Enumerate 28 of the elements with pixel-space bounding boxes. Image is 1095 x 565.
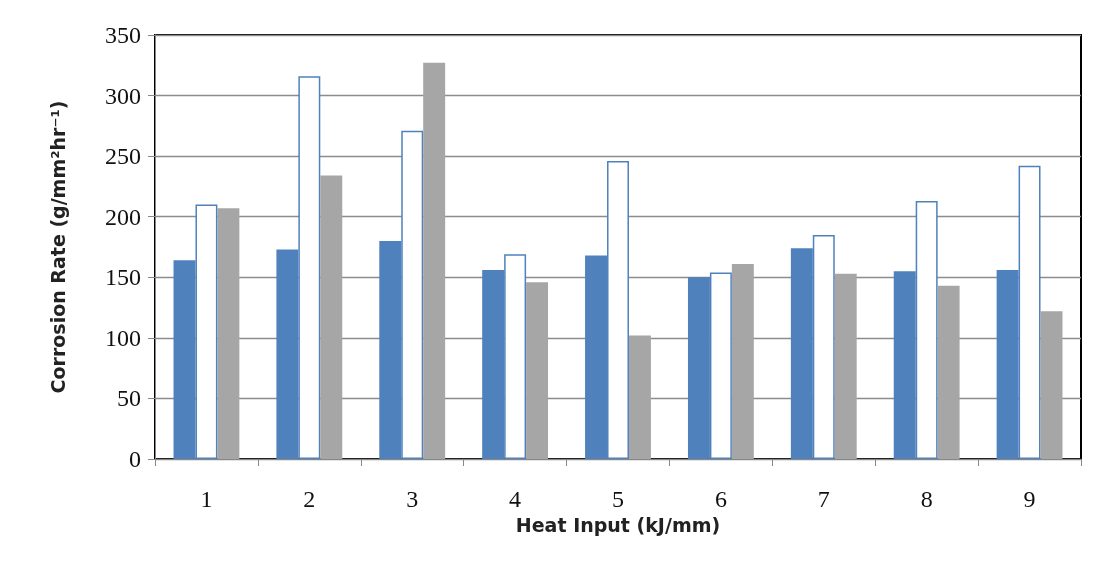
x-tick-label: 3 xyxy=(406,486,419,512)
y-tick-label: 250 xyxy=(105,143,141,170)
bar xyxy=(937,285,960,459)
bar xyxy=(217,208,240,459)
y-tick-label: 100 xyxy=(105,324,141,351)
y-tick-label: 200 xyxy=(105,203,141,230)
bar xyxy=(423,62,446,459)
bar xyxy=(628,335,651,459)
bar xyxy=(526,282,549,459)
bar xyxy=(731,263,754,459)
y-tick-label: 0 xyxy=(129,446,141,472)
x-tick-label: 6 xyxy=(714,486,727,512)
x-tick-label: 2 xyxy=(303,486,316,512)
y-axis-title: Corrosion Rate (g/mm²hr⁻¹) xyxy=(46,100,69,394)
x-tick-label: 5 xyxy=(612,486,624,512)
x-tick-label: 1 xyxy=(200,486,213,512)
x-tick-label: 4 xyxy=(509,486,522,512)
bar xyxy=(320,175,343,459)
x-tick-label: 9 xyxy=(1023,486,1036,512)
bar xyxy=(1040,311,1063,459)
y-tick-label: 300 xyxy=(105,82,141,109)
bar xyxy=(834,273,857,459)
x-axis-title: Heat Input (kJ/mm) xyxy=(515,514,721,537)
y-tick-label: 150 xyxy=(105,264,141,291)
x-tick-label: 7 xyxy=(817,486,830,512)
y-tick-label: 50 xyxy=(117,385,141,412)
y-tick-label: 350 xyxy=(105,22,141,48)
x-tick-label: 8 xyxy=(920,486,933,512)
